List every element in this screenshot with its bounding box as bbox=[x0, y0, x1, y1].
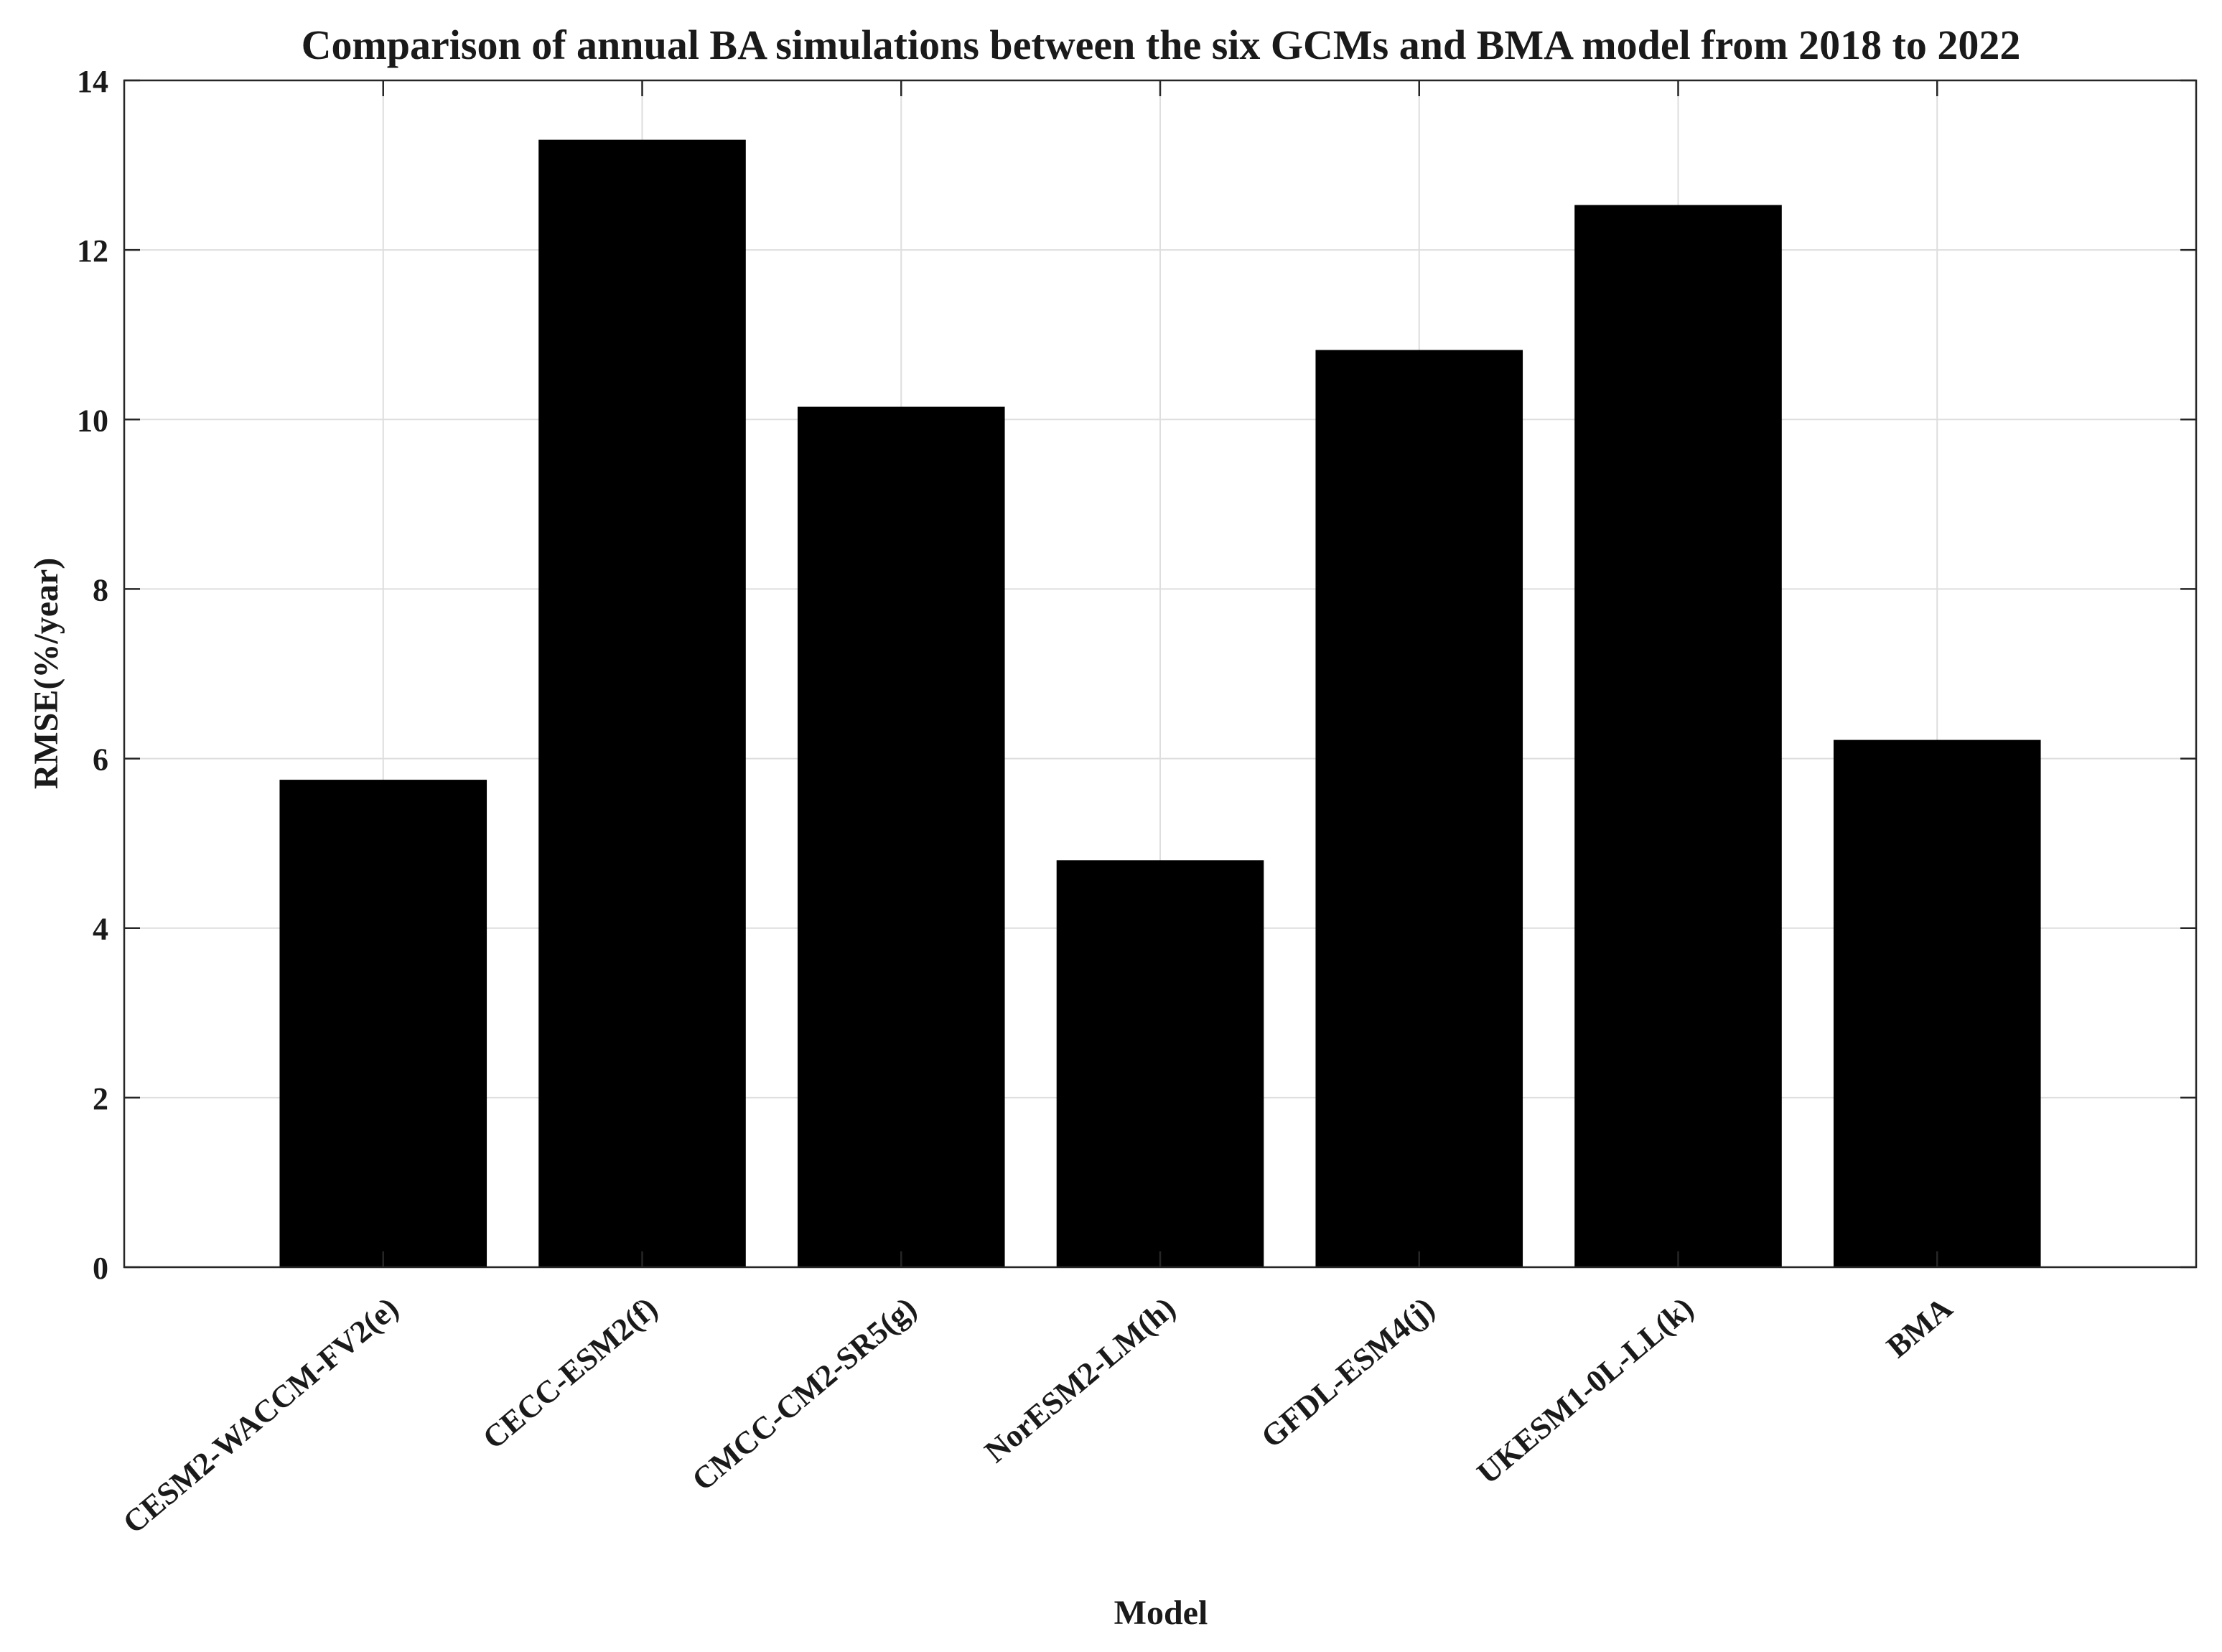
y-axis-label: RMSE(%/year) bbox=[27, 558, 65, 790]
x-tick-label: CESM2-WACCM-FV2(e) bbox=[116, 1290, 405, 1541]
axis-ticks bbox=[124, 79, 2196, 1269]
y-tick-label: 12 bbox=[77, 233, 108, 269]
x-tick-label: UKESM1-0L-LL(k) bbox=[1470, 1290, 1700, 1491]
x-axis-label: Model bbox=[1114, 1594, 1208, 1632]
x-tick-label: GFDL-ESM4(j) bbox=[1254, 1290, 1441, 1455]
y-tick-label: 14 bbox=[77, 64, 108, 99]
bar-group bbox=[279, 139, 2041, 1268]
bar bbox=[797, 406, 1005, 1268]
y-tick-labels: 0 2 4 6 8 10 12 14 bbox=[77, 64, 108, 1286]
x-tick-label: CECC-ESM2(f) bbox=[476, 1290, 664, 1456]
y-tick-label: 0 bbox=[93, 1251, 108, 1286]
y-tick-label: 6 bbox=[93, 742, 108, 778]
y-tick-label: 4 bbox=[93, 912, 108, 947]
bar bbox=[1056, 860, 1264, 1267]
x-tick-label: NorESM2-LM(h) bbox=[978, 1290, 1182, 1470]
x-tick-label: CMCC-CM2-SR5(g) bbox=[686, 1290, 923, 1498]
bar bbox=[1833, 739, 2041, 1267]
chart-title: Comparison of annual BA simulations betw… bbox=[302, 22, 2021, 68]
y-tick-label: 8 bbox=[93, 572, 108, 607]
y-tick-label: 10 bbox=[77, 403, 108, 438]
bar bbox=[1574, 205, 1782, 1268]
x-tick-label: BMA bbox=[1880, 1290, 1959, 1365]
bar bbox=[279, 780, 487, 1267]
x-tick-labels: CESM2-WACCM-FV2(e) CECC-ESM2(f) CMCC-CM2-S… bbox=[116, 1290, 1959, 1541]
bar bbox=[538, 139, 746, 1267]
y-tick-label: 2 bbox=[93, 1081, 108, 1116]
bar bbox=[1315, 350, 1523, 1267]
